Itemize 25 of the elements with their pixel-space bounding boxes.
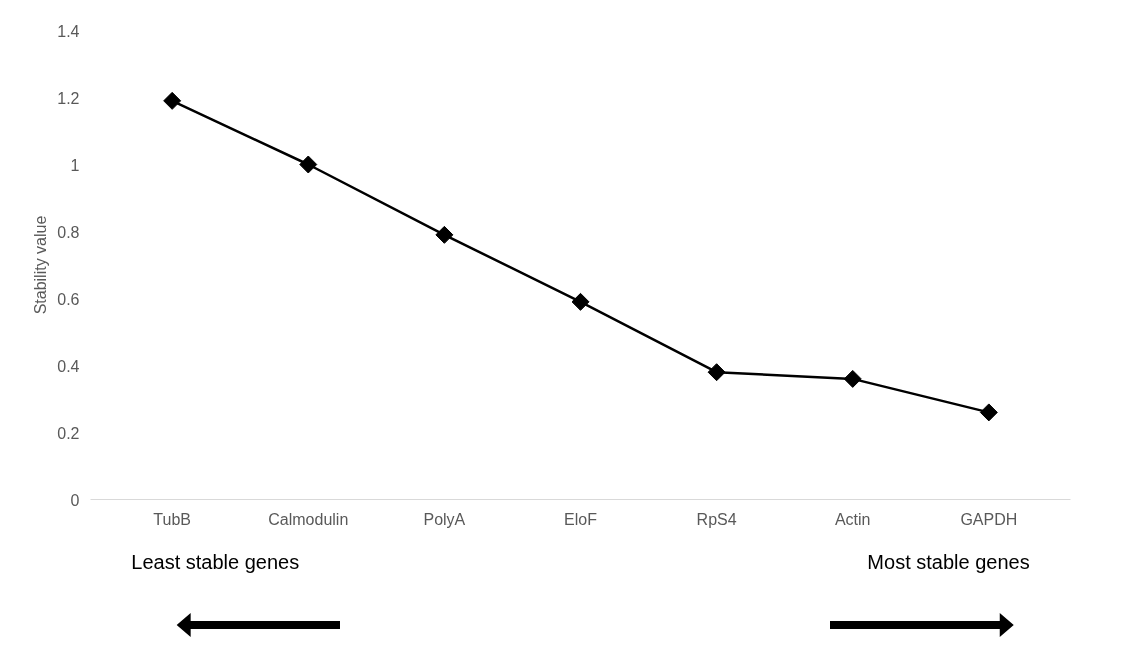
y-tick-label: 0.2 [57,424,80,442]
x-tick-label: Calmodulin [268,510,349,528]
x-tick-label: TubB [153,510,191,528]
y-tick-label: 1.2 [57,89,80,107]
point [979,403,998,422]
text: Most stable genes [867,551,1030,574]
x-tick-label: PolyA [423,510,466,528]
y-tick-label: 0.4 [57,357,80,375]
y-axis-title: Stability value [32,215,50,315]
y-tick-label: 1.4 [57,22,80,40]
point [299,155,318,174]
x-tick-label: RpS4 [696,510,737,528]
point [843,369,862,388]
y-tick-label: 1 [70,156,80,174]
point [435,225,454,244]
x-tick-label: Actin [834,510,871,528]
x-tick-label: GAPDH [960,510,1018,528]
text: Least stable genes [131,551,300,574]
point [571,292,590,311]
x-tick-label: EloF [564,510,598,528]
y-tick-label: 0.6 [57,290,80,308]
point [163,91,182,110]
y-tick-label: 0 [70,491,80,509]
y-tick-label: 0.8 [57,223,80,241]
point [707,363,726,382]
